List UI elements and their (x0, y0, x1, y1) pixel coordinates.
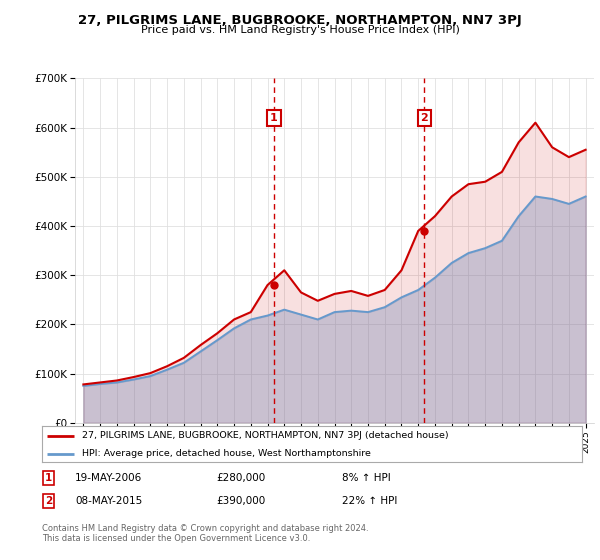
Text: 27, PILGRIMS LANE, BUGBROOKE, NORTHAMPTON, NN7 3PJ: 27, PILGRIMS LANE, BUGBROOKE, NORTHAMPTO… (78, 14, 522, 27)
Text: 2: 2 (45, 496, 52, 506)
Text: 08-MAY-2015: 08-MAY-2015 (75, 496, 142, 506)
Text: 1: 1 (270, 113, 278, 123)
Text: 2: 2 (421, 113, 428, 123)
Text: 19-MAY-2006: 19-MAY-2006 (75, 473, 142, 483)
Text: 1: 1 (45, 473, 52, 483)
Text: £280,000: £280,000 (216, 473, 265, 483)
Text: 8% ↑ HPI: 8% ↑ HPI (342, 473, 391, 483)
Text: 22% ↑ HPI: 22% ↑ HPI (342, 496, 397, 506)
Text: Contains HM Land Registry data © Crown copyright and database right 2024.
This d: Contains HM Land Registry data © Crown c… (42, 524, 368, 543)
Text: HPI: Average price, detached house, West Northamptonshire: HPI: Average price, detached house, West… (83, 450, 371, 459)
Text: 27, PILGRIMS LANE, BUGBROOKE, NORTHAMPTON, NN7 3PJ (detached house): 27, PILGRIMS LANE, BUGBROOKE, NORTHAMPTO… (83, 431, 449, 440)
Text: £390,000: £390,000 (216, 496, 265, 506)
Text: Price paid vs. HM Land Registry's House Price Index (HPI): Price paid vs. HM Land Registry's House … (140, 25, 460, 35)
